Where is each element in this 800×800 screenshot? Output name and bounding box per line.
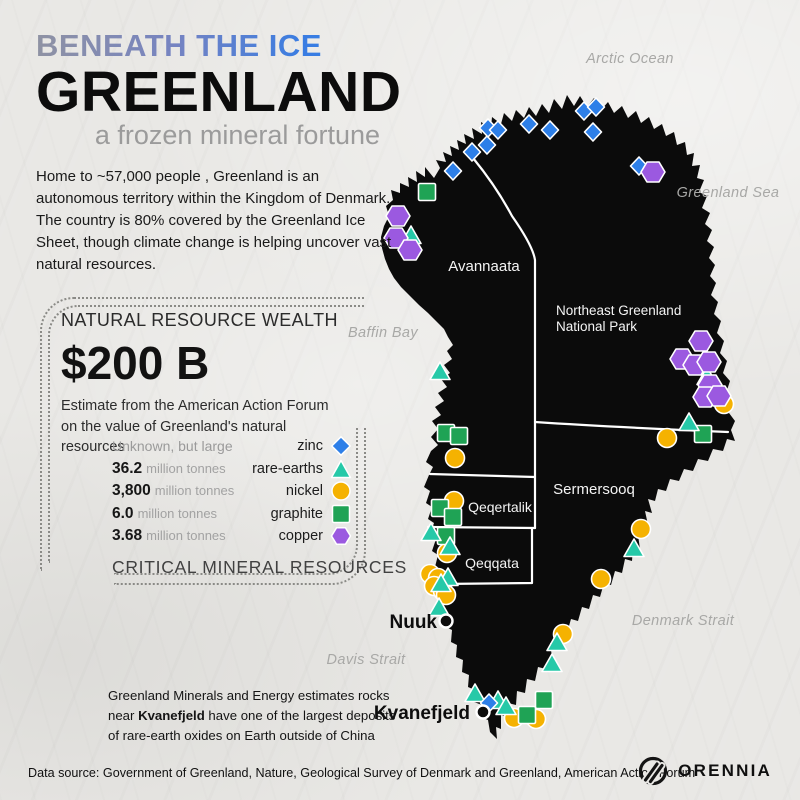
region-label-qeqqata: Qeqqata: [465, 555, 519, 571]
region-label-qeqertalik: Qeqertalik: [468, 499, 533, 515]
water-label-greenland-sea: Greenland Sea: [677, 185, 780, 201]
brand-name: ORENNIA: [678, 761, 772, 780]
marker-copper: [696, 351, 722, 373]
kvanefjeld-note: Greenland Minerals and Energy estimates …: [108, 688, 396, 743]
marker-nickel: [444, 447, 466, 469]
copper-hexagon-icon: [330, 527, 352, 546]
legend-mineral-name: copper: [278, 528, 323, 545]
water-labels: Arctic Ocean Greenland Sea Baffin Bay Denma…: [327, 51, 780, 668]
region-label-avannaata: Avannaata: [448, 258, 520, 275]
marker-rare-earths: [464, 683, 486, 703]
marker-zinc: [477, 135, 497, 155]
graphite-square-icon: [331, 504, 351, 523]
water-label-denmark-strait: Denmark Strait: [632, 613, 735, 629]
page-title: GREENLAND: [36, 59, 402, 124]
legend-quantity: Unknown, but large: [112, 437, 233, 454]
legend-mineral-name: zinc: [297, 438, 323, 455]
legend-quantity: 6.0 million tonnes: [112, 504, 218, 522]
marker-copper: [397, 239, 423, 261]
orennia-logo-icon: [639, 756, 668, 786]
stat-description: Estimate from the American Action Forum …: [61, 398, 329, 456]
marker-nickel: [630, 518, 652, 540]
marker-rare-earths: [623, 538, 645, 558]
city-labels: Nuuk Kvanefjeld: [374, 612, 491, 724]
legend-row-rare-earths: 36.2 million tonnes rare-earths: [112, 458, 352, 481]
legend-mineral-name: graphite: [270, 505, 323, 522]
legend-row-nickel: 3,800 million tonnes nickel: [112, 480, 352, 503]
marker-zinc: [519, 114, 539, 134]
data-source: Data source: Government of Greenland, Na…: [28, 766, 696, 780]
stat-label: NATURAL RESOURCE WEALTH: [61, 310, 338, 330]
orennia-brand: ORENNIA: [636, 754, 772, 788]
marker-graphite: [443, 507, 463, 527]
legend-quantity: 36.2 million tonnes: [112, 459, 226, 477]
marker-zinc: [488, 120, 508, 140]
region-label-northeast-greenland: Northeast Greenland National Park: [556, 303, 681, 334]
legend-mineral-name: nickel: [285, 483, 323, 500]
water-label-davis-strait: Davis Strait: [327, 652, 406, 668]
marker-copper: [688, 330, 714, 352]
stat-box: NATURAL RESOURCE WEALTH $200 B Estimate …: [61, 310, 351, 458]
page-subtitle: a frozen mineral fortune: [94, 119, 380, 150]
city-dot-nuuk: [438, 613, 454, 629]
kvanefjeld-bold: Kvanefjeld: [138, 707, 205, 723]
rare-earths-triangle-icon: [330, 459, 352, 478]
marker-zinc: [583, 122, 603, 142]
marker-nickel: [656, 427, 678, 449]
legend-row-graphite: 6.0 million tonnes graphite: [112, 503, 352, 526]
legend-mineral-name: rare-earths: [252, 460, 323, 477]
legend-quantity: 3,800 million tonnes: [112, 482, 235, 500]
intro-paragraph: Home to ~57,000 people , Greenland is an…: [36, 167, 392, 274]
marker-zinc: [586, 97, 606, 117]
marker-zinc: [540, 120, 560, 140]
header: BENEATH THE ICE GREENLAND a frozen miner…: [36, 29, 406, 276]
marker-rare-earths: [429, 361, 451, 381]
marker-graphite: [417, 182, 437, 202]
region-label-sermersooq: Sermersooq: [553, 481, 635, 498]
legend-row-copper: 3.68 million tonnes copper: [112, 525, 352, 548]
city-label-kvanefjeld: Kvanefjeld: [374, 703, 470, 724]
legend-row-zinc: Unknown, but large zinc: [112, 435, 352, 458]
marker-copper: [385, 205, 411, 227]
legend-title: CRITICAL MINERAL RESOURCES: [112, 556, 408, 577]
mineral-markers: [383, 97, 735, 730]
greenland-silhouette: [381, 95, 735, 739]
marker-rare-earths: [678, 412, 700, 432]
legend-quantity: 3.68 million tonnes: [112, 527, 226, 545]
marker-nickel: [590, 568, 612, 590]
marker-zinc: [443, 161, 463, 181]
city-dot-kvanefjeld: [475, 704, 491, 720]
marker-graphite: [449, 426, 469, 446]
marker-rare-earths: [546, 632, 568, 652]
marker-rare-earths: [541, 653, 563, 673]
marker-rare-earths: [428, 597, 450, 617]
marker-rare-earths: [430, 573, 452, 593]
city-label-nuuk: Nuuk: [390, 612, 438, 633]
marker-copper: [706, 385, 732, 407]
zinc-diamond-icon: [331, 436, 351, 457]
marker-rare-earths: [495, 696, 517, 716]
stat-value: $200 B: [61, 337, 210, 389]
marker-rare-earths: [439, 536, 461, 556]
water-label-baffin-bay: Baffin Bay: [348, 325, 418, 341]
region-labels: Avannaata Northeast Greenland National Par…: [448, 258, 681, 571]
water-label-arctic-ocean: Arctic Ocean: [585, 51, 674, 67]
kicker-title: BENEATH THE ICE: [36, 29, 406, 63]
marker-zinc: [462, 142, 482, 162]
marker-graphite: [517, 705, 537, 725]
marker-rare-earths: [420, 522, 442, 542]
marker-graphite: [534, 690, 554, 710]
marker-copper: [640, 161, 666, 183]
nickel-circle-icon: [331, 481, 351, 501]
mineral-legend: Unknown, but large zinc 36.2 million tonn…: [112, 435, 408, 578]
